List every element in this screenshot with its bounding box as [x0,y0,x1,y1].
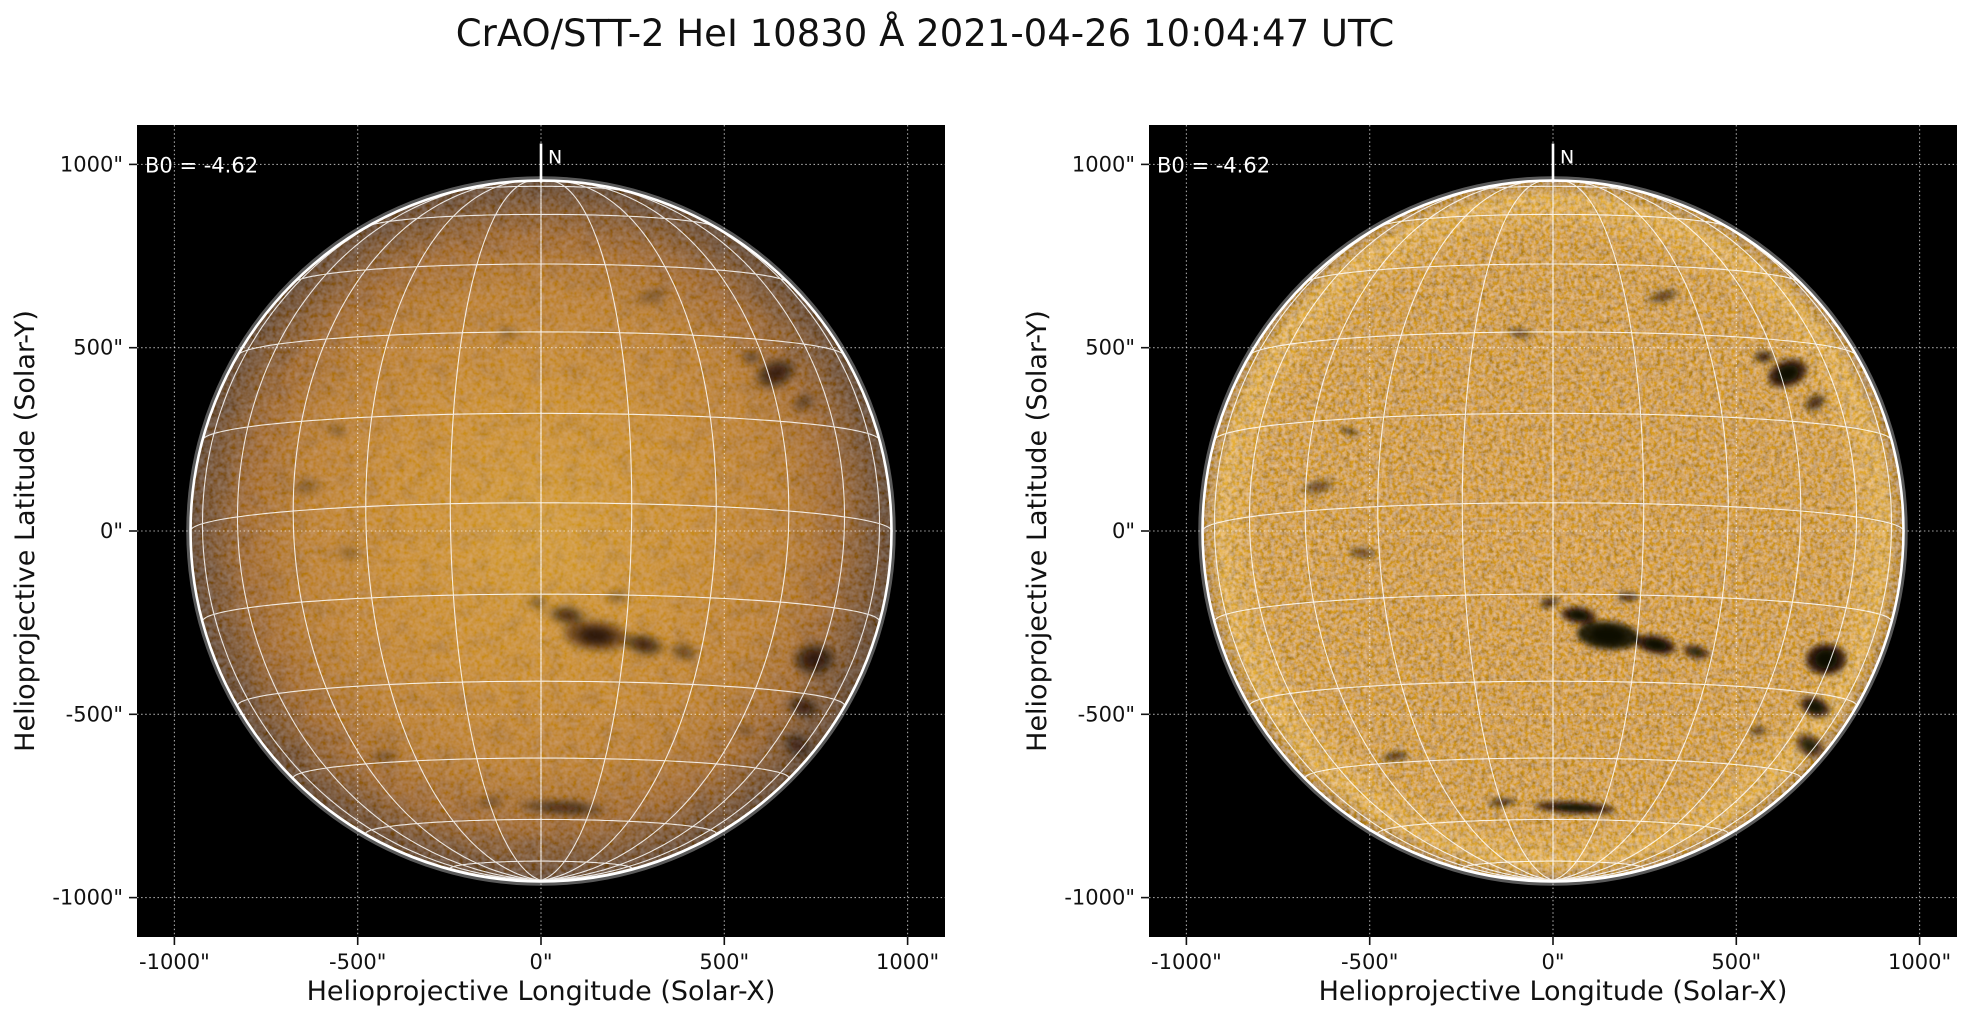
dark-feature-core [1776,365,1799,382]
x-axis-label: Helioprojective Longitude (Solar-X) [1319,976,1788,1007]
dark-feature-core [1753,728,1764,734]
y-tick-label: 500" [1085,336,1135,360]
dark-feature-core [1344,429,1355,433]
dark-feature-core [1758,353,1770,361]
x-tick-label: -500" [329,950,386,974]
x-tick-label: 500" [1711,950,1761,974]
y-tick-label: -500" [66,702,123,726]
panel-left-plot: B0 = -4.62 N -1000" -500" 0" 500" 1000" 1000" 50… [10,125,945,1007]
dark-feature-core [746,353,758,361]
dark-feature-core [676,647,692,657]
y-tick-label: 0" [1112,519,1135,543]
dark-feature-core [1513,329,1527,337]
dark-feature-core [531,599,543,606]
dark-feature-core [1622,593,1635,601]
dark-feature-core [764,365,787,382]
dark-feature-core [1654,292,1672,301]
dark-feature-core [1644,638,1667,651]
dark-feature-core [1809,397,1822,408]
y-tick-label: -500" [1078,702,1135,726]
dark-feature-core [342,549,359,557]
b0-annotation: B0 = -4.62 [145,153,258,177]
b0-annotation: B0 = -4.62 [1157,153,1270,177]
dark-feature-core [642,292,660,301]
dark-feature-core [375,753,392,760]
panel-right-plot: B0 = -4.62 N -1000" -500" 0" 500" 1000" 1000" 50… [1022,125,1957,1007]
dark-feature-core [632,638,655,651]
x-tick-label: 1000" [1888,950,1951,974]
y-axis-label: Helioprojective Latitude (Solar-Y) [1022,310,1053,752]
dark-feature-core [540,804,586,812]
dark-feature-core [1688,647,1704,657]
x-tick-label: -1000" [1151,950,1222,974]
dark-feature-core [1309,482,1328,492]
north-marker-label: N [548,147,562,169]
dark-feature-core [332,429,343,433]
y-axis-label: Helioprojective Latitude (Solar-Y) [10,310,41,752]
dark-feature-core [1569,610,1589,621]
dark-feature-core [501,329,515,337]
y-tick-label: 0" [100,519,123,543]
dark-feature-core [1543,599,1555,606]
x-tick-label: 500" [699,950,749,974]
x-tick-label: 0" [529,950,552,974]
dark-feature-core [1590,627,1626,644]
dark-feature-core [1552,804,1598,812]
figure-title: CrAO/STT-2 HeI 10830 Å 2021-04-26 10:04:… [455,12,1395,55]
y-tick-label: 1000" [60,152,123,176]
dark-feature-core [610,593,623,601]
dark-feature-core [557,610,577,621]
x-tick-label: -1000" [139,950,210,974]
x-tick-label: -500" [1341,950,1398,974]
dark-feature-core [803,650,826,669]
dark-feature-core [1387,753,1404,760]
x-tick-label: 0" [1541,950,1564,974]
x-tick-label: 1000" [876,950,939,974]
active-region-features [290,289,835,815]
y-tick-label: -1000" [52,886,123,910]
dark-feature-core [797,397,810,408]
dark-feature-core [1354,549,1371,557]
y-tick-label: -1000" [1064,886,1135,910]
y-tick-label: 500" [73,336,123,360]
dark-feature-core [578,627,614,644]
dark-feature-core [1815,650,1838,669]
y-tick-label: 1000" [1072,152,1135,176]
north-marker-label: N [1560,147,1574,169]
dark-feature-core [741,728,752,734]
x-axis-label: Helioprojective Longitude (Solar-X) [307,976,776,1007]
dark-feature-core [297,482,316,492]
